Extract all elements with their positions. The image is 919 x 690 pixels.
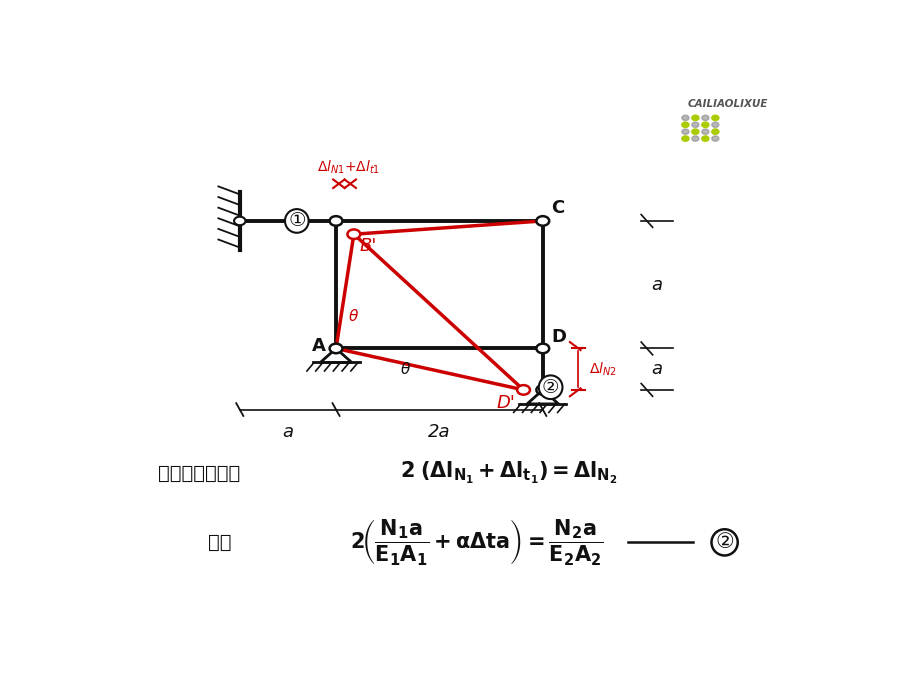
Text: ①: ① (288, 211, 305, 230)
Text: θ: θ (400, 362, 409, 377)
Circle shape (711, 136, 718, 141)
Circle shape (233, 217, 245, 225)
Circle shape (691, 115, 698, 121)
Circle shape (347, 230, 360, 239)
Circle shape (711, 122, 718, 128)
Circle shape (681, 122, 688, 128)
Circle shape (701, 129, 709, 135)
Circle shape (691, 122, 698, 128)
Text: ②: ② (714, 533, 733, 553)
Text: B': B' (359, 237, 377, 255)
Text: 变形协调方程：: 变形协调方程： (158, 464, 240, 483)
Circle shape (329, 216, 342, 226)
Text: CAILIAOLIXUE: CAILIAOLIXUE (687, 99, 767, 109)
Circle shape (516, 385, 529, 395)
Text: θ: θ (348, 309, 357, 324)
Text: $\mathit{\Delta l_{N1}}$$+\mathit{\Delta l_{t1}}$: $\mathit{\Delta l_{N1}}$$+\mathit{\Delta… (317, 159, 380, 176)
Circle shape (711, 115, 718, 121)
Circle shape (691, 136, 698, 141)
Text: $\mathbf{2\;(\Delta l_{N_1}+\Delta l_{t_1}) = \Delta l_{N_2}}$: $\mathbf{2\;(\Delta l_{N_1}+\Delta l_{t_… (400, 460, 617, 486)
Circle shape (536, 344, 549, 353)
Circle shape (701, 136, 709, 141)
Text: ②: ② (541, 377, 559, 397)
Text: 即：: 即： (208, 533, 231, 552)
Text: D': D' (495, 394, 515, 412)
Circle shape (701, 122, 709, 128)
Circle shape (681, 136, 688, 141)
Circle shape (681, 129, 688, 135)
Circle shape (329, 344, 342, 353)
Text: a: a (282, 423, 293, 441)
Circle shape (701, 115, 709, 121)
Text: 2a: 2a (427, 423, 450, 441)
Circle shape (536, 385, 549, 395)
Circle shape (681, 115, 688, 121)
Text: a: a (651, 276, 662, 294)
Circle shape (536, 216, 549, 226)
Text: a: a (651, 360, 662, 378)
Text: $\mathit{\Delta l_{N2}}$: $\mathit{\Delta l_{N2}}$ (588, 360, 617, 378)
Text: $\mathbf{2\!\left(\dfrac{N_1 a}{E_1 A_1} + \alpha\Delta t a\right) = \dfrac{N_2 : $\mathbf{2\!\left(\dfrac{N_1 a}{E_1 A_1}… (350, 518, 603, 567)
Text: A: A (312, 337, 325, 355)
Circle shape (711, 129, 718, 135)
Text: C: C (550, 199, 564, 217)
Text: D: D (550, 328, 566, 346)
Circle shape (691, 129, 698, 135)
